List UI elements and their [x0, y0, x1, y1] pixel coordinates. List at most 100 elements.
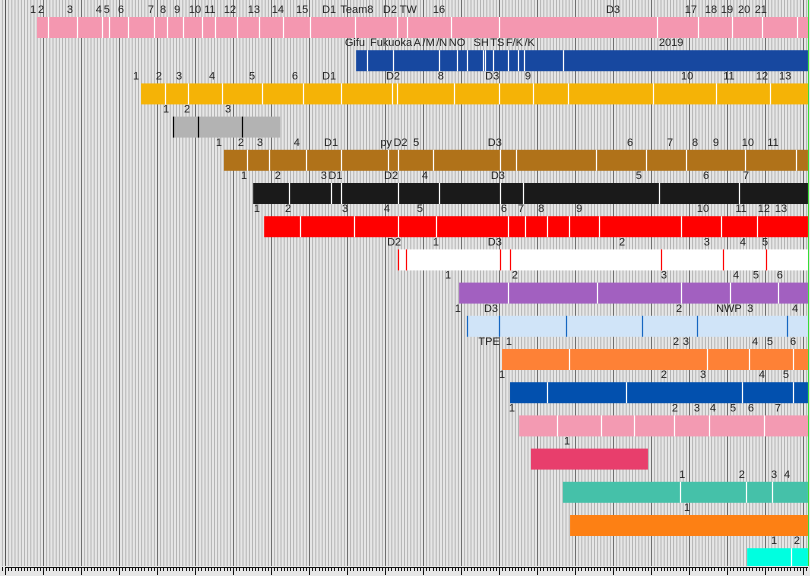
bar-label: 2	[238, 137, 244, 149]
timeline-bar	[570, 515, 808, 536]
timeline-bar	[467, 315, 808, 337]
bar-label: 1	[433, 236, 439, 248]
bar-label: 5	[417, 203, 423, 215]
bar-label: 7	[743, 170, 749, 182]
timeline-row: 1 2 3	[163, 104, 281, 138]
bar-label: 2019	[659, 37, 683, 49]
bar-label: 5	[762, 236, 768, 248]
bar-label: 6	[703, 170, 709, 182]
bar-label: /N	[436, 37, 447, 49]
timeline-row: 1 2 3 4 5 6	[445, 270, 808, 304]
timeline-bar	[141, 83, 808, 105]
timeline-row: 1 D3 2 NWP 3 4	[455, 303, 808, 337]
bar-label: 2	[661, 369, 667, 381]
bar-label: 2	[619, 236, 625, 248]
bar-label: D3	[484, 303, 498, 315]
bar-label: 6	[118, 4, 124, 16]
bar-label: 3	[747, 303, 753, 315]
bar-label: 5	[249, 70, 255, 82]
bar-label: 21	[755, 4, 767, 16]
bar-label: 11	[767, 137, 778, 149]
bar-label: D3	[488, 236, 502, 248]
bar-label: 1	[445, 270, 451, 282]
timeline-bar	[397, 249, 808, 271]
bar-label: F/K	[506, 37, 524, 49]
bar-label: 1	[506, 336, 512, 348]
bar-label: 3	[694, 402, 700, 414]
bar-label: TW	[400, 4, 418, 16]
bar-label: D2	[384, 170, 398, 182]
bar-label: TPE	[478, 336, 499, 348]
bar-label: 18	[705, 4, 717, 16]
bar-label: SH	[473, 37, 488, 49]
bar-label: D1	[322, 70, 336, 82]
bar-label: 2	[676, 303, 682, 315]
bar-label: A	[414, 37, 422, 49]
bar-label: 13	[248, 4, 260, 16]
bar-label: 1	[684, 502, 690, 514]
bar-label: 5	[767, 336, 773, 348]
bar-label: Gifu	[345, 37, 365, 49]
timeline-bar	[747, 548, 808, 570]
bar-label: 2	[184, 104, 190, 116]
bar-label: 8	[438, 70, 444, 82]
bar-label: 5	[753, 270, 759, 282]
bar-label: 11	[735, 203, 746, 215]
bar-label: 4	[784, 469, 790, 481]
bar-label: 3	[661, 270, 667, 282]
bar-label: 5	[413, 137, 419, 149]
timeline-row: 1 2 3 4 5 6 D1 D2 8 D3 9 10 11 12 13	[133, 70, 808, 105]
bar-label: 13	[779, 70, 791, 82]
bar-label: 4	[792, 303, 798, 315]
timeline-bar	[172, 116, 281, 138]
timeline-row: TPE 1 2 3 4 5 6	[478, 336, 808, 370]
bar-label: 6	[748, 402, 754, 414]
bar-label: 9	[576, 203, 582, 215]
timeline-row: 1 2 3 4 5	[499, 369, 808, 404]
timeline-row: 1 2 3 D1 D2 4 D3 5 6 7	[241, 170, 808, 204]
bar-label: 2	[794, 535, 800, 547]
bar-label: 20	[738, 4, 750, 16]
bar-label: 4	[422, 170, 428, 182]
timeline-bar	[519, 415, 808, 437]
bar-label: 7	[775, 402, 781, 414]
bar-label: 6	[627, 137, 633, 149]
bar-label: 4	[740, 236, 746, 248]
bar-label: 10	[189, 4, 201, 16]
bar-label: 5	[783, 369, 789, 381]
bar-label: 6	[790, 336, 796, 348]
bar-label: 1	[564, 436, 570, 448]
bar-label: 4	[710, 402, 716, 414]
bar-label: 2	[673, 336, 679, 348]
timeline-bar	[502, 349, 808, 370]
bar-label: Team8	[340, 4, 373, 16]
bar-label: 16	[433, 4, 445, 16]
timeline-row: 1 2 3 4 5 6 7 8 9 10 11 12 13	[254, 203, 808, 238]
bar-label: Fukuoka	[370, 37, 413, 49]
bar-label: 10	[681, 70, 693, 82]
bar-label: 1	[679, 469, 685, 481]
bar-label: 17	[685, 4, 697, 16]
timeline-bar	[459, 282, 808, 304]
bar-label: NO	[449, 37, 466, 49]
timeline-bar	[530, 448, 648, 470]
bar-label: /K	[524, 37, 535, 49]
timeline-row: Gifu Fukuoka A/M/N NO SH TS F/K/K 2019	[345, 37, 808, 72]
bar-label: 3	[342, 203, 348, 215]
bar-label: D2	[383, 4, 397, 16]
bar-label: D2	[387, 236, 401, 248]
bar-label: 3	[67, 4, 73, 16]
bar-label: 7	[667, 137, 673, 149]
bar-label: D1	[324, 137, 338, 149]
bar-label: py	[380, 137, 392, 149]
bar-label: 6	[777, 270, 783, 282]
bar-label: 1	[30, 4, 36, 16]
timeline-bar	[356, 50, 808, 72]
timeline-bar	[264, 216, 808, 238]
timeline-bar	[510, 382, 808, 404]
bar-label: NWP	[716, 303, 742, 315]
bar-label: D3	[488, 137, 502, 149]
